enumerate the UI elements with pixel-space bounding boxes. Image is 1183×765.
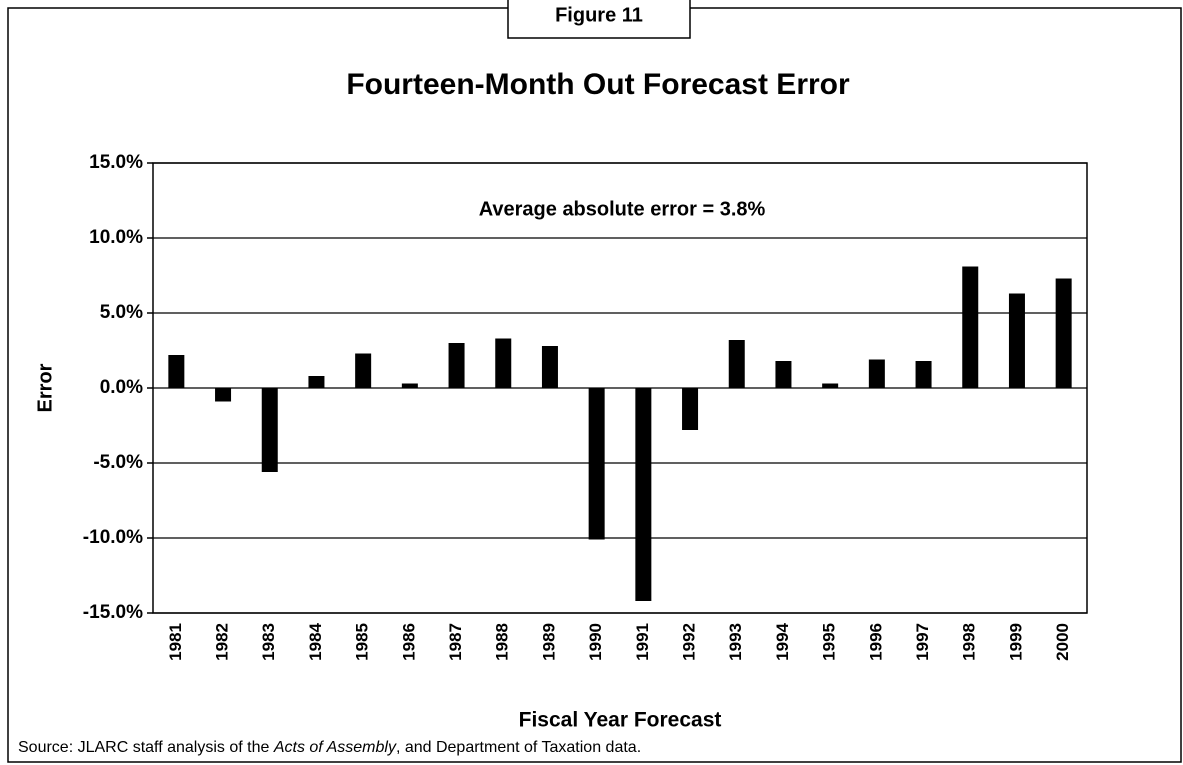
bar [541, 346, 558, 388]
x-tick-label: 1985 [353, 623, 372, 661]
x-tick-label: 1995 [820, 623, 839, 661]
bar [728, 340, 745, 388]
bar [215, 388, 232, 402]
y-tick-label: -15.0% [83, 602, 143, 623]
x-tick-label: 1998 [960, 623, 979, 661]
x-tick-label: 1981 [166, 623, 185, 661]
bar [635, 388, 652, 601]
x-tick-label: 1988 [493, 623, 512, 661]
source-text: Source: JLARC staff analysis of the [18, 739, 274, 756]
figure-frame [7, 7, 1182, 763]
x-axis-label: Fiscal Year Forecast [519, 709, 722, 732]
y-tick-label: -10.0% [83, 527, 143, 548]
bar [168, 355, 185, 388]
x-tick-label: 1987 [446, 623, 465, 661]
x-tick-label: 1994 [773, 622, 792, 660]
source-text: , and Department of Taxation data. [396, 739, 641, 756]
figure-label: Figure 11 [555, 4, 643, 26]
y-tick-label: 10.0% [89, 227, 143, 248]
x-tick-label: 1984 [306, 622, 325, 660]
x-tick-label: 1996 [866, 623, 885, 661]
bar [962, 266, 979, 388]
x-tick-label: 1992 [680, 623, 699, 661]
x-tick-label: 1986 [399, 623, 418, 661]
y-tick-label: 0.0% [100, 377, 143, 398]
bar [915, 361, 932, 388]
x-tick-label: 1999 [1006, 623, 1025, 661]
bar [868, 359, 885, 388]
annotation: Average absolute error = 3.8% [479, 198, 766, 220]
chart-title: Fourteen-Month Out Forecast Error [346, 68, 850, 101]
bar [448, 343, 465, 388]
source-text: Acts of Assembly [273, 739, 397, 756]
bar [401, 383, 418, 388]
bar [1055, 278, 1072, 388]
y-tick-label: -5.0% [93, 452, 143, 473]
y-tick-label: 15.0% [89, 152, 143, 173]
bar [1008, 293, 1025, 388]
bar [682, 388, 699, 430]
bar [261, 388, 278, 472]
bar [588, 388, 605, 540]
bar [822, 383, 839, 388]
x-tick-label: 1989 [539, 623, 558, 661]
bar [775, 361, 792, 388]
x-tick-label: 1993 [726, 623, 745, 661]
bar [355, 353, 372, 388]
x-tick-label: 1982 [213, 623, 232, 661]
x-tick-label: 2000 [1053, 623, 1072, 661]
x-tick-label: 1997 [913, 623, 932, 661]
source-note: Source: JLARC staff analysis of the Acts… [18, 739, 641, 756]
x-tick-label: 1990 [586, 623, 605, 661]
x-tick-label: 1991 [633, 623, 652, 661]
x-tick-label: 1983 [259, 623, 278, 661]
bar [308, 376, 325, 388]
figure-label-box [507, 0, 691, 39]
y-axis-label: Error [34, 363, 56, 412]
y-tick-label: 5.0% [100, 302, 143, 323]
bar [495, 338, 512, 388]
